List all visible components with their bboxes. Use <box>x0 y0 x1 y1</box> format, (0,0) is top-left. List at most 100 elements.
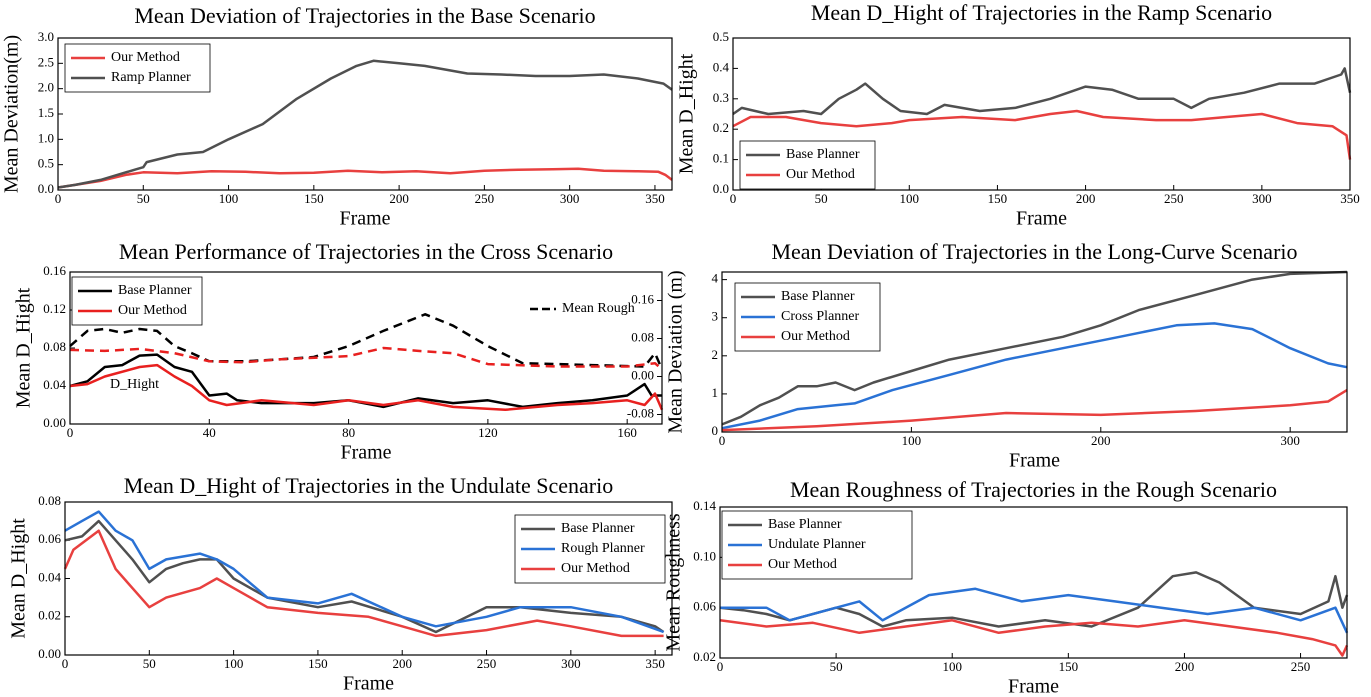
y-axis-label: Mean D_Hight <box>8 518 30 639</box>
x-axis-label: Frame <box>339 208 390 230</box>
y-tick-label: 0.10 <box>693 548 716 563</box>
legend-label: Our Method <box>118 303 187 318</box>
x-axis-label: Frame <box>340 442 391 464</box>
x-tick-label: 200 <box>1076 191 1096 206</box>
y-axis-label: Mean Roughness <box>663 513 685 652</box>
x-tick-label: 0 <box>67 425 74 440</box>
y2-tick-label: 0.00 <box>631 367 654 382</box>
x-tick-label: 300 <box>1280 433 1300 448</box>
x-tick-label: 250 <box>477 656 497 671</box>
y2-tick-label: 0.16 <box>631 291 654 306</box>
series-line <box>64 519 665 634</box>
y-tick-label: 0.1 <box>713 151 729 166</box>
legend-label: Ramp Planner <box>111 70 191 85</box>
x-tick-label: 0 <box>730 191 737 206</box>
x-tick-label: 50 <box>137 191 150 206</box>
y2-tick-label: -0.08 <box>627 405 654 420</box>
y-tick-label: 0.4 <box>713 59 730 74</box>
legend-label: Base Planner <box>768 517 842 532</box>
y-tick-label: 3 <box>712 309 719 324</box>
x-tick-label: 350 <box>645 656 665 671</box>
y-tick-label: 0.04 <box>43 377 66 392</box>
x-tick-label: 0 <box>55 191 62 206</box>
y-tick-label: 3.0 <box>38 29 54 44</box>
y-tick-label: 0.02 <box>693 649 716 664</box>
y-tick-label: 4 <box>712 271 719 286</box>
series-line <box>69 353 662 409</box>
x-tick-label: 50 <box>143 656 156 671</box>
y-tick-label: 0.5 <box>713 29 729 44</box>
chart-title: Mean Deviation of Trajectories in the Ba… <box>134 3 595 28</box>
x-tick-label: 350 <box>1340 191 1360 206</box>
y-tick-label: 0.04 <box>38 569 61 584</box>
x-tick-label: 50 <box>815 191 828 206</box>
y-tick-label: 0.5 <box>38 156 54 171</box>
series-line <box>720 587 1349 634</box>
legend-label: Mean Rough <box>562 301 635 316</box>
y-tick-label: 0.06 <box>38 531 61 546</box>
y-tick-label: 1.5 <box>38 105 54 120</box>
x-tick-label: 100 <box>224 656 244 671</box>
x-tick-label: 150 <box>308 656 328 671</box>
x-axis-label: Frame <box>1009 450 1060 472</box>
plot-frame <box>57 37 673 191</box>
series-line <box>63 529 664 638</box>
x-tick-label: 150 <box>1059 659 1079 674</box>
plot-frame <box>64 501 673 656</box>
chart-title: Mean D_Hight of Trajectories in the Ramp… <box>811 0 1272 25</box>
series-line <box>721 389 1348 432</box>
x-tick-label: 200 <box>389 191 409 206</box>
legend-label: Base Planner <box>118 283 192 298</box>
plot-frame <box>721 271 1348 433</box>
chart-title: Mean Roughness of Trajectories in the Ro… <box>790 477 1277 502</box>
chart-title: Mean Deviation of Trajectories in the Lo… <box>771 239 1297 264</box>
y-tick-label: 0.2 <box>713 120 729 135</box>
annotation: D_Hight <box>110 377 159 392</box>
x-tick-label: 250 <box>475 191 495 206</box>
y-tick-label: 0.00 <box>38 646 61 661</box>
series-line <box>64 510 665 634</box>
y-tick-label: 0.12 <box>43 301 66 316</box>
x-tick-label: 250 <box>1164 191 1184 206</box>
x-tick-label: 350 <box>645 191 665 206</box>
x-tick-label: 100 <box>219 191 239 206</box>
legend-label: Cross Planner <box>781 309 860 324</box>
series-line <box>69 363 664 412</box>
y-tick-label: 0.02 <box>38 608 61 623</box>
x-tick-label: 40 <box>203 425 216 440</box>
y-tick-label: 0.0 <box>713 181 729 196</box>
y-tick-label: 0.3 <box>713 90 729 105</box>
chart-title: Mean Performance of Trajectories in the … <box>119 239 613 264</box>
x-tick-label: 300 <box>560 191 580 206</box>
y-axis-label: Mean Deviation (m) <box>665 270 687 433</box>
x-axis-label: Frame <box>1016 208 1067 230</box>
x-tick-label: 160 <box>617 425 637 440</box>
x-tick-label: 200 <box>392 656 412 671</box>
x-tick-label: 250 <box>1291 659 1311 674</box>
y-tick-label: 0.00 <box>43 415 66 430</box>
y-tick-label: 0.08 <box>38 493 61 508</box>
legend-label: Base Planner <box>781 289 855 304</box>
x-tick-label: 200 <box>1175 659 1195 674</box>
plot-frame <box>732 37 1351 191</box>
legend-label: Our Method <box>561 561 630 576</box>
x-tick-label: 150 <box>304 191 324 206</box>
y-tick-label: 1.0 <box>38 130 54 145</box>
y-tick-label: 0.16 <box>43 263 66 278</box>
series-line <box>57 167 673 189</box>
x-tick-label: 0 <box>719 433 726 448</box>
y-tick-label: 2.0 <box>38 80 54 95</box>
series-line <box>69 346 663 371</box>
legend-label: Base Planner <box>786 147 860 162</box>
series-line <box>57 59 673 189</box>
legend-label: Rough Planner <box>561 541 645 556</box>
series-line <box>721 270 1348 426</box>
plot-frame <box>69 271 663 425</box>
x-tick-label: 0 <box>62 656 69 671</box>
legend-label: Our Method <box>781 329 850 344</box>
y-axis-label: Mean D_Hight <box>676 53 698 174</box>
x-tick-label: 120 <box>478 425 498 440</box>
x-tick-label: 50 <box>830 659 843 674</box>
x-tick-label: 300 <box>561 656 581 671</box>
